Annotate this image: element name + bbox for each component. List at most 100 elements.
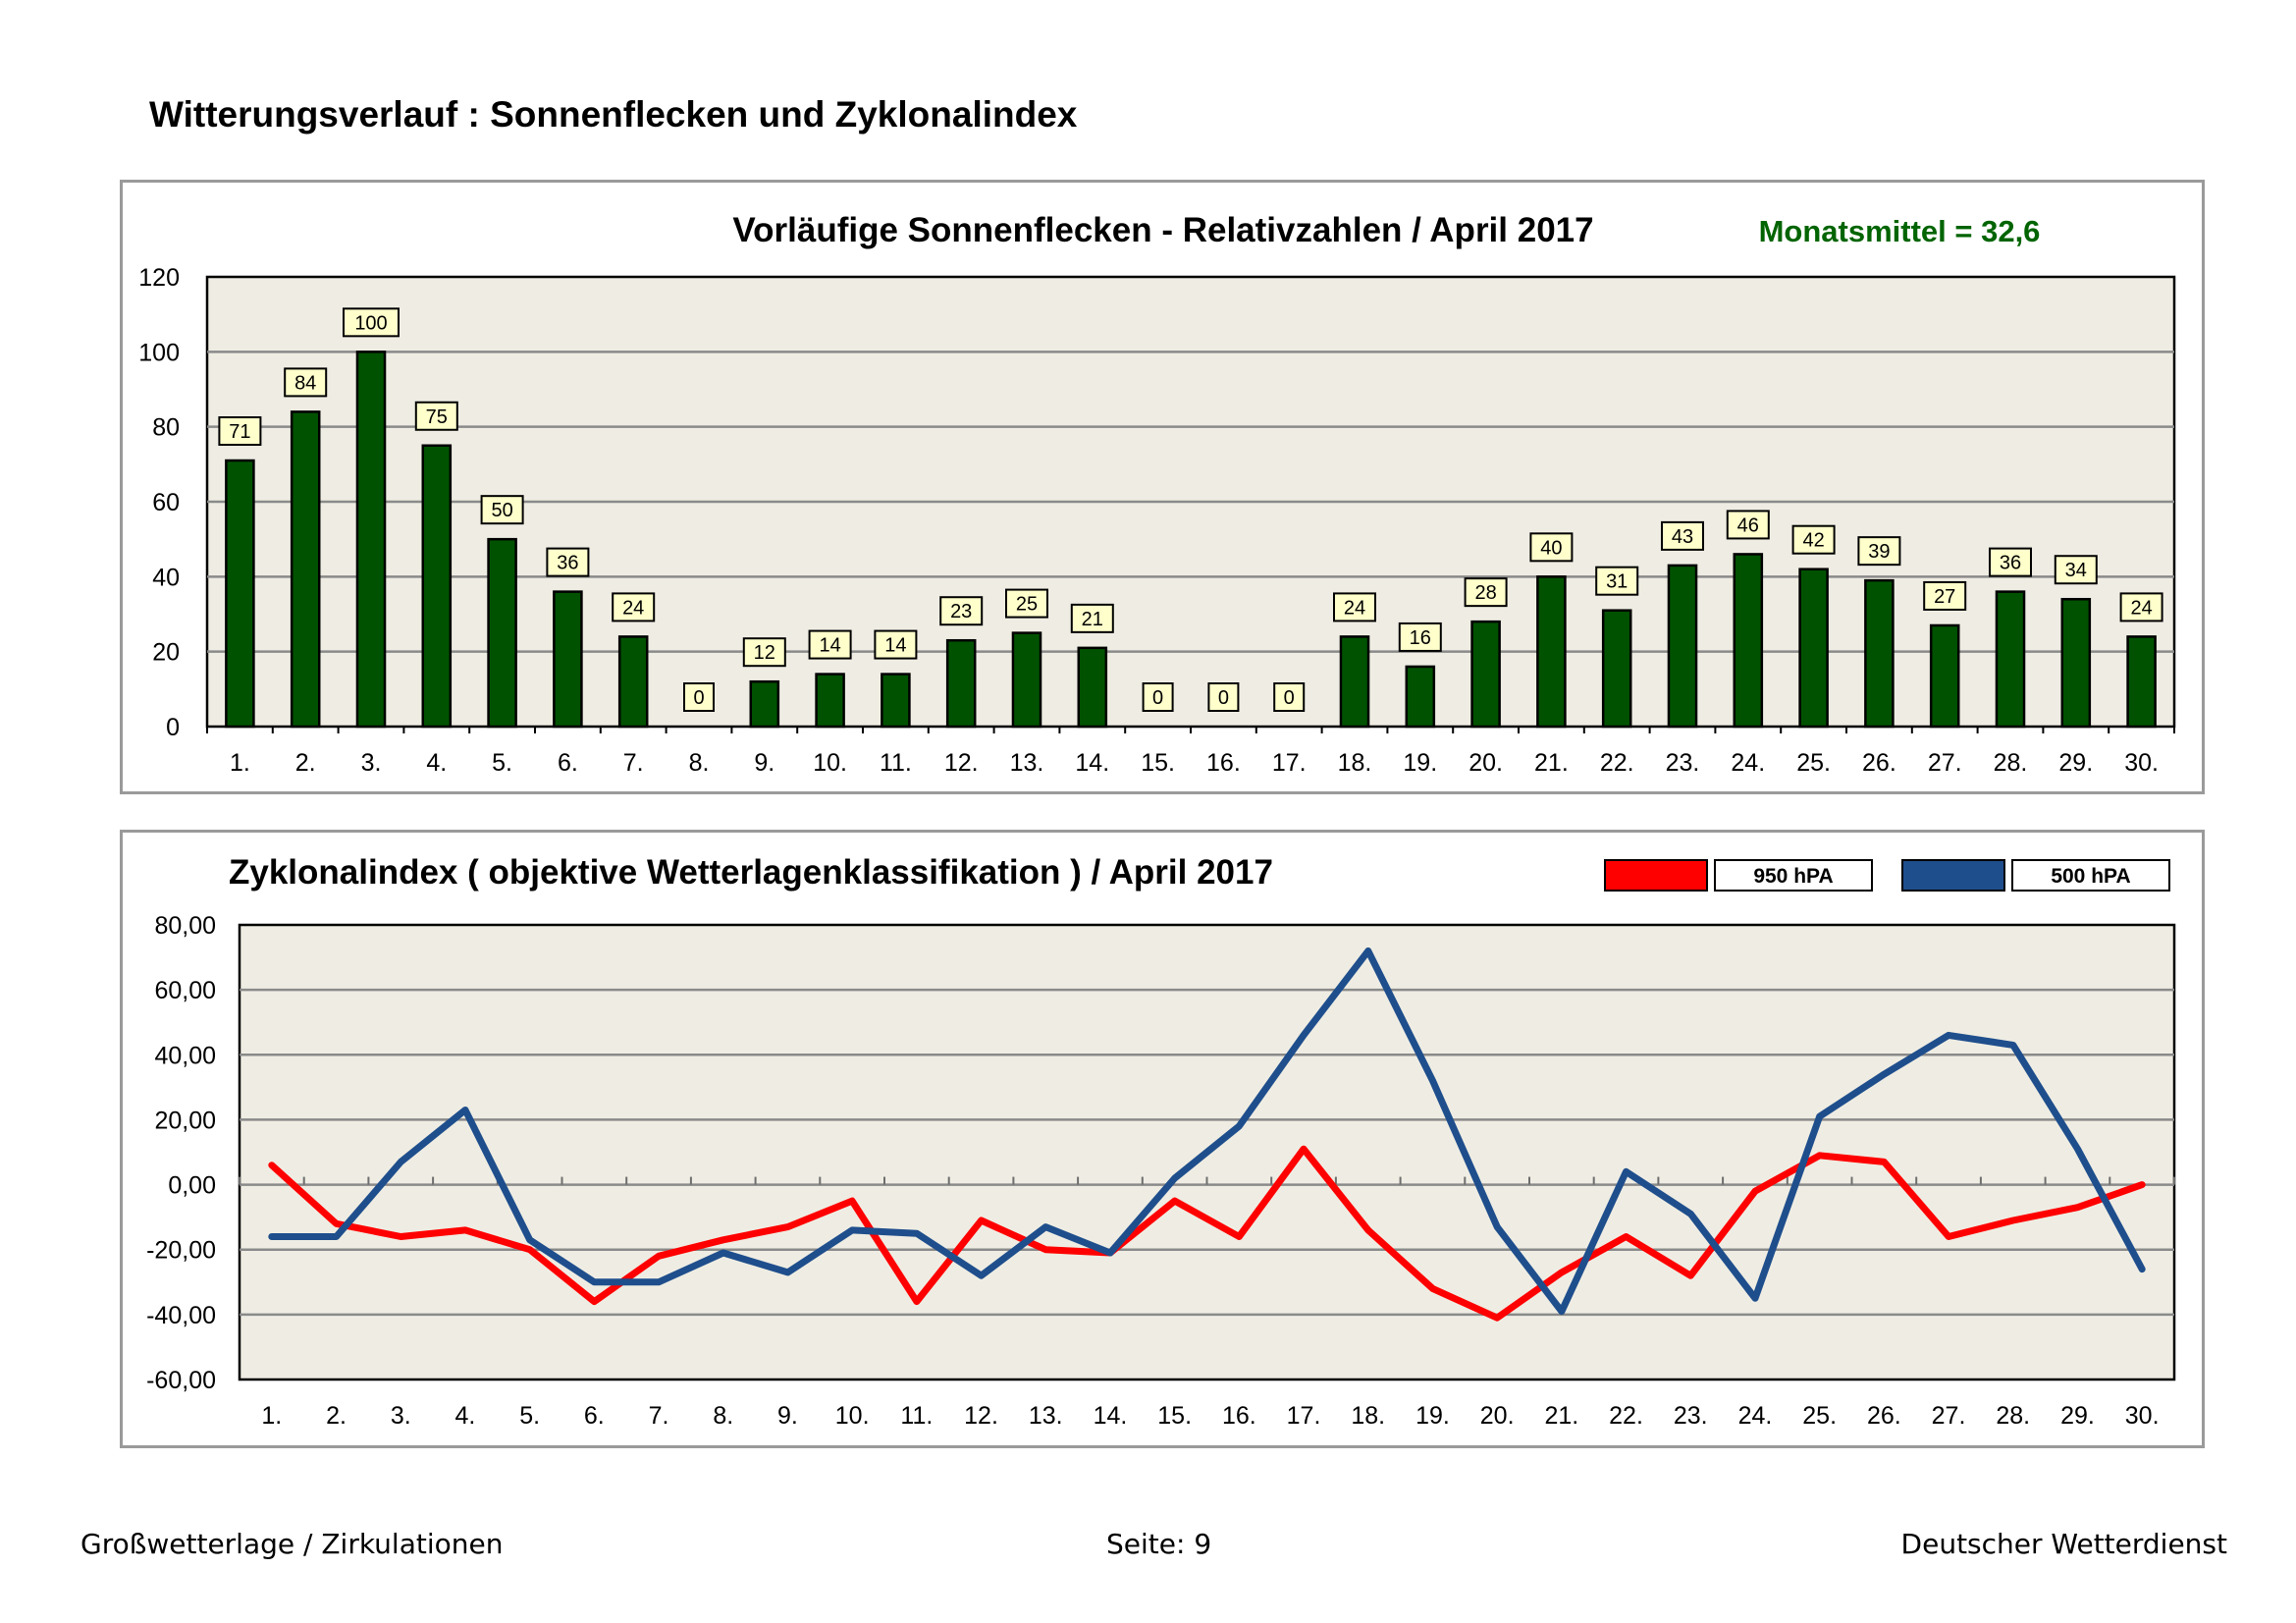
x-tick-label: 12. (944, 749, 979, 777)
x-tick-label: 19. (1415, 1402, 1450, 1430)
data-label-box (1464, 577, 1508, 608)
x-tick-label: 23. (1666, 749, 1700, 777)
legend-box (1714, 859, 1873, 892)
x-tick-label: 22. (1609, 1402, 1643, 1430)
footer-left: Großwetterlage / Zirkulationen (80, 1528, 504, 1560)
data-label: 84 (294, 372, 316, 394)
data-label: 36 (557, 553, 578, 574)
data-label: 21 (1082, 609, 1103, 630)
x-tick-label: 8. (689, 749, 710, 777)
data-label: 50 (491, 500, 512, 521)
data-label: 27 (1934, 586, 1955, 608)
data-label-box (1791, 524, 1836, 555)
x-tick-label: 9. (777, 1402, 798, 1430)
bar (355, 351, 387, 729)
data-label-box (1142, 682, 1174, 712)
x-tick-label: 25. (1802, 1402, 1837, 1430)
data-label-box (742, 637, 786, 668)
bar (1733, 553, 1764, 729)
bar (487, 537, 517, 729)
data-label: 46 (1737, 514, 1759, 536)
data-label-box (1398, 622, 1442, 652)
y-tick-label: -40,00 (146, 1302, 216, 1329)
data-label: 28 (1474, 582, 1496, 604)
x-tick-label: 26. (1862, 749, 1896, 777)
data-label: 23 (950, 601, 972, 622)
bar (553, 590, 583, 729)
data-label-box (683, 682, 715, 712)
x-tick-label: 11. (880, 749, 912, 777)
data-label: 16 (1410, 627, 1431, 649)
y-tick-label: 40,00 (154, 1042, 216, 1069)
data-label-box (1070, 603, 1114, 633)
x-tick-label: 21. (1544, 1402, 1578, 1430)
y-tick-label: 60,00 (154, 977, 216, 1004)
data-label-box (546, 547, 590, 577)
bar (1601, 609, 1632, 729)
data-label: 24 (1344, 597, 1365, 619)
x-tick-label: 12. (964, 1402, 998, 1430)
data-label: 34 (2065, 560, 2087, 581)
footer-page-number: Seite: 9 (1106, 1528, 1212, 1560)
y-tick-label: 100 (138, 339, 180, 366)
x-tick-label: 2. (326, 1402, 347, 1430)
x-tick-label: 1. (261, 1402, 282, 1430)
data-label-box (939, 596, 984, 626)
x-tick-label: 17. (1287, 1402, 1321, 1430)
data-label-box (874, 629, 918, 660)
data-label: 31 (1606, 571, 1628, 593)
bar (225, 459, 255, 729)
bar (290, 410, 321, 729)
x-tick-label: 23. (1674, 1402, 1708, 1430)
bar (1077, 646, 1108, 729)
y-tick-label: 0 (166, 714, 180, 741)
x-tick-label: 30. (2124, 749, 2159, 777)
x-tick-label: 27. (1928, 749, 1962, 777)
data-label: 71 (229, 421, 250, 443)
data-label-box (414, 401, 458, 431)
data-label-box (1989, 547, 2032, 577)
bar (2060, 597, 2092, 729)
x-tick-label: 13. (1010, 749, 1044, 777)
y-tick-label: 60 (152, 489, 180, 516)
chart-title: Vorläufige Sonnenflecken - Relativzahlen… (732, 211, 1593, 249)
data-label-box (1333, 592, 1376, 622)
bar (1864, 578, 1895, 729)
bar (2126, 635, 2157, 729)
bar (1798, 568, 1829, 729)
data-label-box (1661, 520, 1704, 551)
y-tick-label: 40 (152, 564, 180, 591)
bar (1339, 635, 1370, 729)
x-tick-label: 8. (713, 1402, 733, 1430)
x-tick-label: 29. (2060, 1402, 2095, 1430)
bar (815, 673, 845, 729)
chart-title: Zyklonalindex ( objektive Wetterlagenkla… (229, 853, 1273, 892)
data-label-box (1273, 682, 1306, 712)
data-label: 24 (622, 597, 644, 619)
bar (881, 673, 911, 729)
data-label: 0 (1284, 687, 1295, 709)
x-tick-label: 29. (2058, 749, 2093, 777)
data-label: 0 (1218, 687, 1229, 709)
bar (421, 444, 453, 729)
data-label-box (480, 495, 524, 525)
data-label-box (1207, 682, 1240, 712)
legend-label: 500 hPA (2051, 865, 2130, 888)
x-tick-label: 18. (1338, 749, 1372, 777)
data-label: 75 (426, 406, 448, 428)
x-tick-label: 11. (900, 1402, 933, 1430)
y-tick-label: -20,00 (146, 1237, 216, 1265)
bar (1929, 623, 1960, 729)
legend-box (2011, 859, 2170, 892)
x-tick-label: 3. (391, 1402, 411, 1430)
data-label: 39 (1868, 541, 1890, 563)
data-label: 24 (2130, 597, 2152, 619)
data-label: 42 (1802, 530, 1824, 552)
x-tick-label: 14. (1075, 749, 1109, 777)
legend-swatch (1901, 859, 2005, 892)
x-tick-label: 27. (1932, 1402, 1966, 1430)
bar (1405, 665, 1436, 729)
legend-label: 950 hPA (1753, 865, 1833, 888)
x-tick-label: 17. (1272, 749, 1307, 777)
x-tick-label: 6. (584, 1402, 605, 1430)
